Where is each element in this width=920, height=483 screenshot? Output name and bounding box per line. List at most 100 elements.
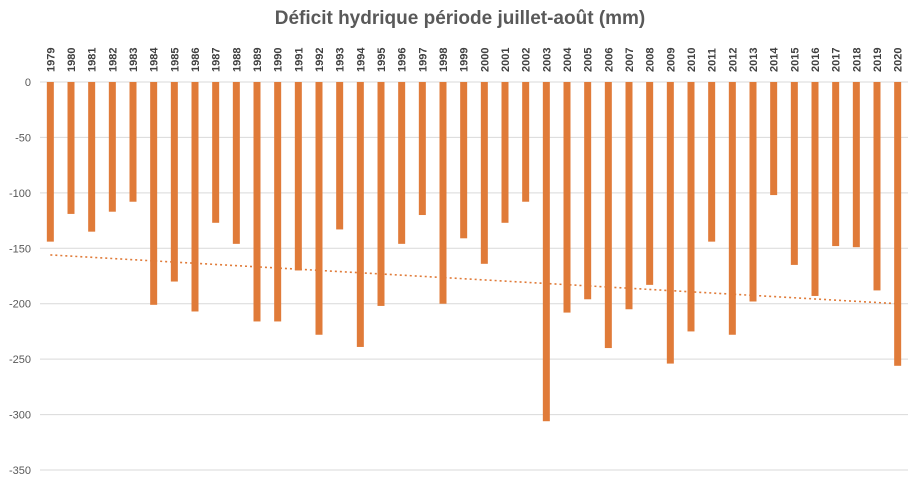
x-tick-label: 1988 xyxy=(231,48,243,72)
y-tick-label: 0 xyxy=(25,77,31,89)
x-tick-label: 2006 xyxy=(603,48,615,72)
x-tick-label: 1981 xyxy=(87,48,99,72)
bar-2015 xyxy=(790,82,798,265)
x-tick-label: 1983 xyxy=(128,48,140,72)
x-tick-label: 2003 xyxy=(541,48,553,72)
x-tick-label: 1993 xyxy=(335,48,347,72)
y-tick-label: -350 xyxy=(9,465,31,477)
bar-2013 xyxy=(749,82,757,302)
bar-2007 xyxy=(625,82,633,310)
bar-2000 xyxy=(480,82,488,264)
x-tick-label: 2020 xyxy=(893,48,905,72)
bar-2016 xyxy=(811,82,819,296)
bar-1992 xyxy=(315,82,323,335)
bar-1995 xyxy=(377,82,385,306)
bar-2010 xyxy=(687,82,695,332)
y-tick-label: -250 xyxy=(9,354,31,366)
x-tick-label: 2009 xyxy=(665,48,677,72)
chart-title: Déficit hydrique période juillet-août (m… xyxy=(274,8,646,29)
bar-2014 xyxy=(770,82,778,196)
bar-1987 xyxy=(212,82,220,223)
x-tick-label: 2014 xyxy=(769,47,781,72)
x-tick-label: 1997 xyxy=(417,48,429,72)
x-tick-label: 2001 xyxy=(500,48,512,72)
bar-1979 xyxy=(46,82,54,242)
y-tick-label: -100 xyxy=(9,188,31,200)
bar-2008 xyxy=(646,82,654,285)
x-tick-label: 1999 xyxy=(459,48,471,72)
bar-1988 xyxy=(232,82,240,244)
x-tick-label: 2010 xyxy=(686,48,698,72)
x-tick-label: 1990 xyxy=(273,48,285,72)
x-tick-label: 2013 xyxy=(748,48,760,72)
bar-1981 xyxy=(88,82,96,232)
bar-1990 xyxy=(274,82,282,322)
x-tick-label: 1998 xyxy=(438,48,450,72)
x-tick-label: 2008 xyxy=(645,48,657,72)
bar-1982 xyxy=(108,82,116,212)
gridlines xyxy=(40,81,908,471)
x-tick-label: 2005 xyxy=(583,48,595,72)
bar-1985 xyxy=(170,82,178,282)
bar-1993 xyxy=(336,82,344,230)
bar-1989 xyxy=(253,82,261,322)
bar-2005 xyxy=(584,82,592,300)
bar-1991 xyxy=(294,82,302,271)
x-tick-label: 1982 xyxy=(107,48,119,72)
x-tick-label: 1987 xyxy=(211,48,223,72)
x-tick-label: 2011 xyxy=(707,48,719,72)
x-tick-label: 1995 xyxy=(376,48,388,72)
x-tick-label: 1984 xyxy=(149,47,161,72)
x-tick-label: 1979 xyxy=(45,48,57,72)
y-axis-ticks: 0 -50 -100 -150 -200 -250 -300 -350 xyxy=(9,77,31,477)
x-tick-label: 1980 xyxy=(66,48,78,72)
bar-1984 xyxy=(150,82,158,305)
x-tick-label: 2000 xyxy=(479,48,491,72)
y-tick-label: -50 xyxy=(15,132,31,144)
bar-2002 xyxy=(522,82,530,202)
x-tick-label: 2004 xyxy=(562,47,574,72)
bars xyxy=(46,82,902,422)
x-tick-label: 1985 xyxy=(169,48,181,72)
trendline xyxy=(50,254,898,305)
bar-2011 xyxy=(708,82,716,242)
bar-2009 xyxy=(666,82,674,364)
bar-1996 xyxy=(398,82,406,244)
bar-2018 xyxy=(852,82,860,248)
x-tick-label: 1991 xyxy=(293,48,305,72)
x-tick-label: 2012 xyxy=(727,48,739,72)
y-tick-label: -200 xyxy=(9,299,31,311)
bar-1998 xyxy=(439,82,447,304)
x-tick-label: 1986 xyxy=(190,48,202,72)
bar-2012 xyxy=(728,82,736,335)
x-tick-label: 2002 xyxy=(521,48,533,72)
bar-2020 xyxy=(894,82,902,366)
x-axis-year-labels: 1979 1980 1981 1982 1983 1984 1985 1986 1987 1988… xyxy=(45,47,904,72)
bar-2003 xyxy=(542,82,550,422)
bar-1986 xyxy=(191,82,199,312)
bar-1994 xyxy=(356,82,364,347)
x-tick-label: 2007 xyxy=(624,48,636,72)
x-tick-label: 2018 xyxy=(851,48,863,72)
x-tick-label: 1994 xyxy=(355,47,367,72)
linear-trendline xyxy=(50,254,898,305)
bar-2004 xyxy=(563,82,571,313)
bar-2001 xyxy=(501,82,509,223)
x-tick-label: 1992 xyxy=(314,48,326,72)
bar-1980 xyxy=(67,82,75,214)
bar-1983 xyxy=(129,82,137,202)
x-tick-label: 2017 xyxy=(831,48,843,72)
y-tick-label: -300 xyxy=(9,410,31,422)
x-tick-label: 1996 xyxy=(397,48,409,72)
bar-1999 xyxy=(460,82,468,239)
bar-2006 xyxy=(604,82,612,349)
bar-2019 xyxy=(873,82,881,291)
bar-2017 xyxy=(832,82,840,247)
x-tick-label: 2016 xyxy=(810,48,822,72)
x-tick-label: 2015 xyxy=(789,48,801,72)
y-tick-label: -150 xyxy=(9,243,31,255)
x-tick-label: 2019 xyxy=(872,48,884,72)
bar-1997 xyxy=(418,82,426,216)
x-tick-label: 1989 xyxy=(252,48,264,72)
